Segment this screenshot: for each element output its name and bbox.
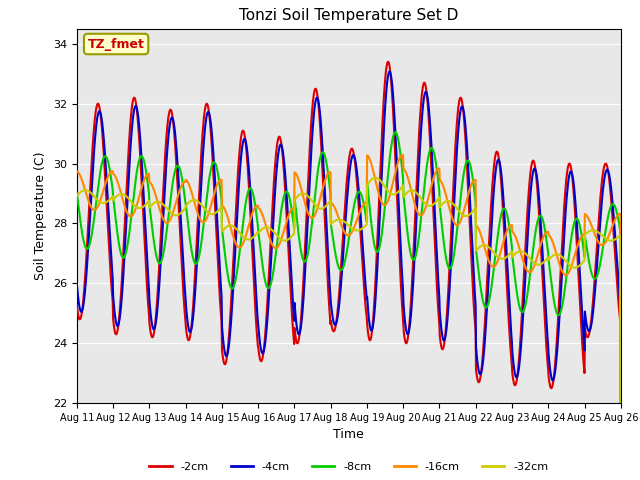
Title: Tonzi Soil Temperature Set D: Tonzi Soil Temperature Set D	[239, 9, 458, 24]
Legend: -2cm, -4cm, -8cm, -16cm, -32cm: -2cm, -4cm, -8cm, -16cm, -32cm	[145, 457, 553, 476]
Y-axis label: Soil Temperature (C): Soil Temperature (C)	[35, 152, 47, 280]
Text: TZ_fmet: TZ_fmet	[88, 37, 145, 50]
X-axis label: Time: Time	[333, 429, 364, 442]
